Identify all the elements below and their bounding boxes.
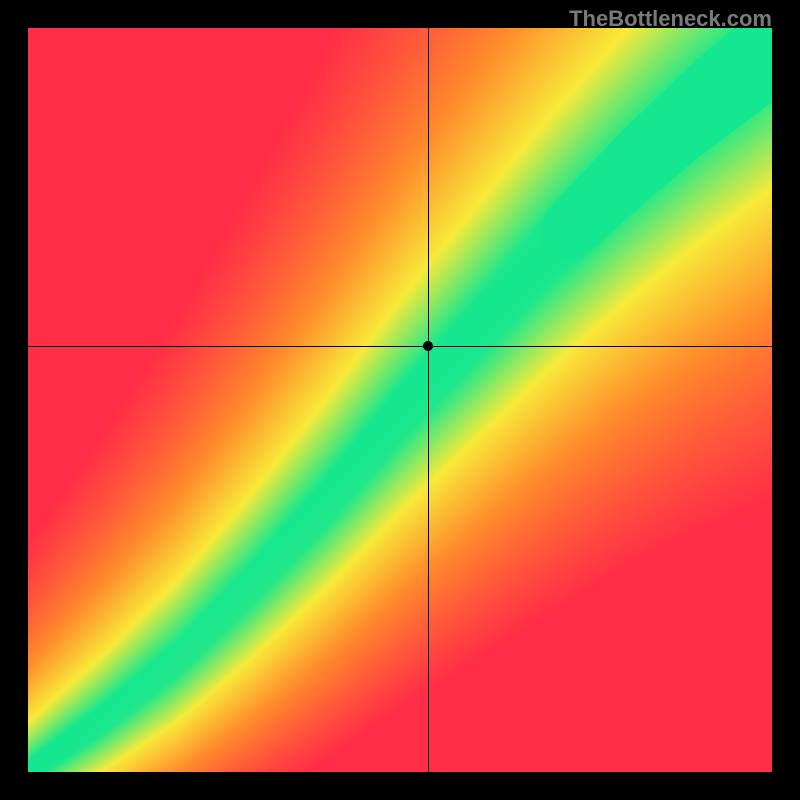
heatmap-canvas [28,28,772,772]
watermark-text: TheBottleneck.com [569,6,772,32]
crosshair-vertical [428,28,429,772]
crosshair-horizontal [28,346,772,347]
crosshair-marker [423,341,433,351]
bottleneck-heatmap [28,28,772,772]
